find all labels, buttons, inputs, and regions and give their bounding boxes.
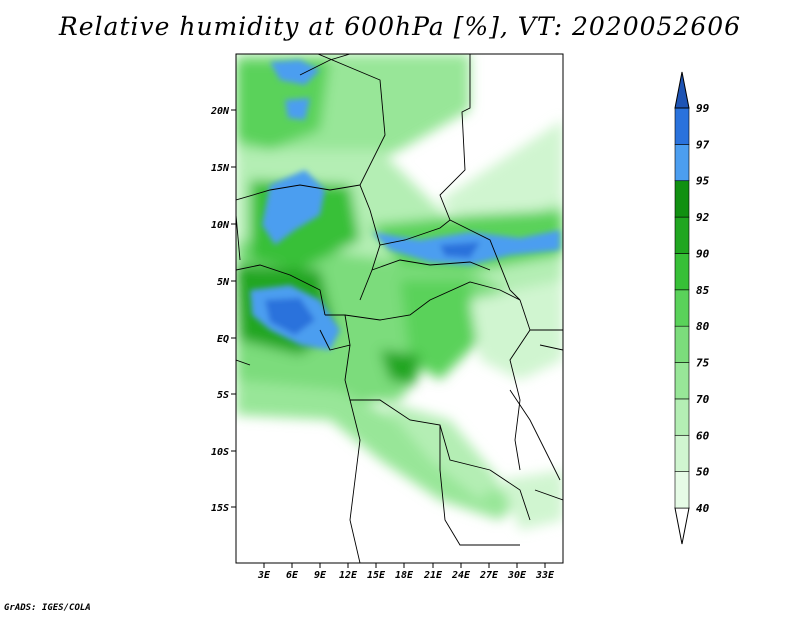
lon-label: 30E bbox=[507, 570, 527, 581]
lon-label: 12E bbox=[339, 570, 358, 581]
lat-label: 5N bbox=[217, 277, 230, 288]
lon-label: 18E bbox=[395, 570, 414, 581]
colorbar-swatch bbox=[674, 434, 690, 472]
colorbar-level-label: 99 bbox=[696, 102, 710, 115]
colorbar-level-label: 95 bbox=[696, 175, 710, 188]
lon-label: 27E bbox=[479, 570, 499, 581]
humidity-field bbox=[236, 54, 563, 563]
colorbar-level-label: 92 bbox=[696, 211, 710, 224]
lat-axis: 20N 15N 10N 5N EQ 5S 10S 15S bbox=[210, 106, 236, 514]
colorbar-level-label: 50 bbox=[696, 466, 710, 479]
lon-label: 33E bbox=[535, 570, 555, 581]
colorbar-level-label: 90 bbox=[696, 247, 710, 260]
colorbar-swatch bbox=[674, 325, 690, 363]
colorbar-swatch bbox=[674, 471, 690, 509]
country-borders bbox=[236, 54, 563, 563]
lon-axis: 3E 6E 9E 12E 15E 18E 21E 24E 27E 30E 33E bbox=[257, 563, 555, 581]
lon-label: 15E bbox=[367, 570, 386, 581]
colorbar-swatch bbox=[674, 180, 690, 218]
colorbar-swatch bbox=[674, 144, 690, 182]
colorbar-upper-triangle bbox=[674, 71, 690, 109]
lon-label: 6E bbox=[286, 570, 299, 581]
map-frame bbox=[235, 53, 564, 564]
colorbar-swatch bbox=[674, 289, 690, 327]
lat-label: 10N bbox=[211, 220, 230, 231]
lon-label: 21E bbox=[423, 570, 443, 581]
colorbar-level-label: 80 bbox=[696, 320, 710, 333]
lat-label: 5S bbox=[217, 390, 229, 401]
colorbar-level-label: 70 bbox=[696, 393, 710, 406]
colorbar-level-label: 97 bbox=[696, 138, 710, 151]
map-title: Relative humidity at 600hPa [%], VT: 202… bbox=[58, 12, 742, 41]
colorbar-level-label: 85 bbox=[696, 284, 710, 297]
colorbar-swatch bbox=[674, 216, 690, 254]
lat-label: EQ bbox=[217, 334, 229, 345]
colorbar-level-label: 75 bbox=[696, 357, 710, 370]
colorbar-level-label: 40 bbox=[696, 502, 710, 515]
lon-label: 3E bbox=[257, 570, 271, 581]
colorbar-swatch bbox=[674, 362, 690, 400]
colorbar-swatch bbox=[674, 253, 690, 291]
lat-label: 15N bbox=[211, 163, 230, 174]
colorbar-swatch bbox=[674, 107, 690, 145]
lat-label: 15S bbox=[211, 503, 229, 514]
lon-label: 24E bbox=[451, 570, 471, 581]
lon-label: 9E bbox=[314, 570, 327, 581]
colorbar-lower-triangle bbox=[674, 507, 690, 545]
credit-label: GrADS: IGES/COLA bbox=[4, 603, 91, 613]
lat-label: 10S bbox=[211, 447, 229, 458]
colorbar-swatch bbox=[674, 398, 690, 436]
colorbar-level-label: 60 bbox=[696, 429, 710, 442]
lat-label: 20N bbox=[210, 106, 230, 117]
colorbar: 40 50 60 70 75 80 85 90 92 95 97 99 bbox=[674, 71, 710, 545]
